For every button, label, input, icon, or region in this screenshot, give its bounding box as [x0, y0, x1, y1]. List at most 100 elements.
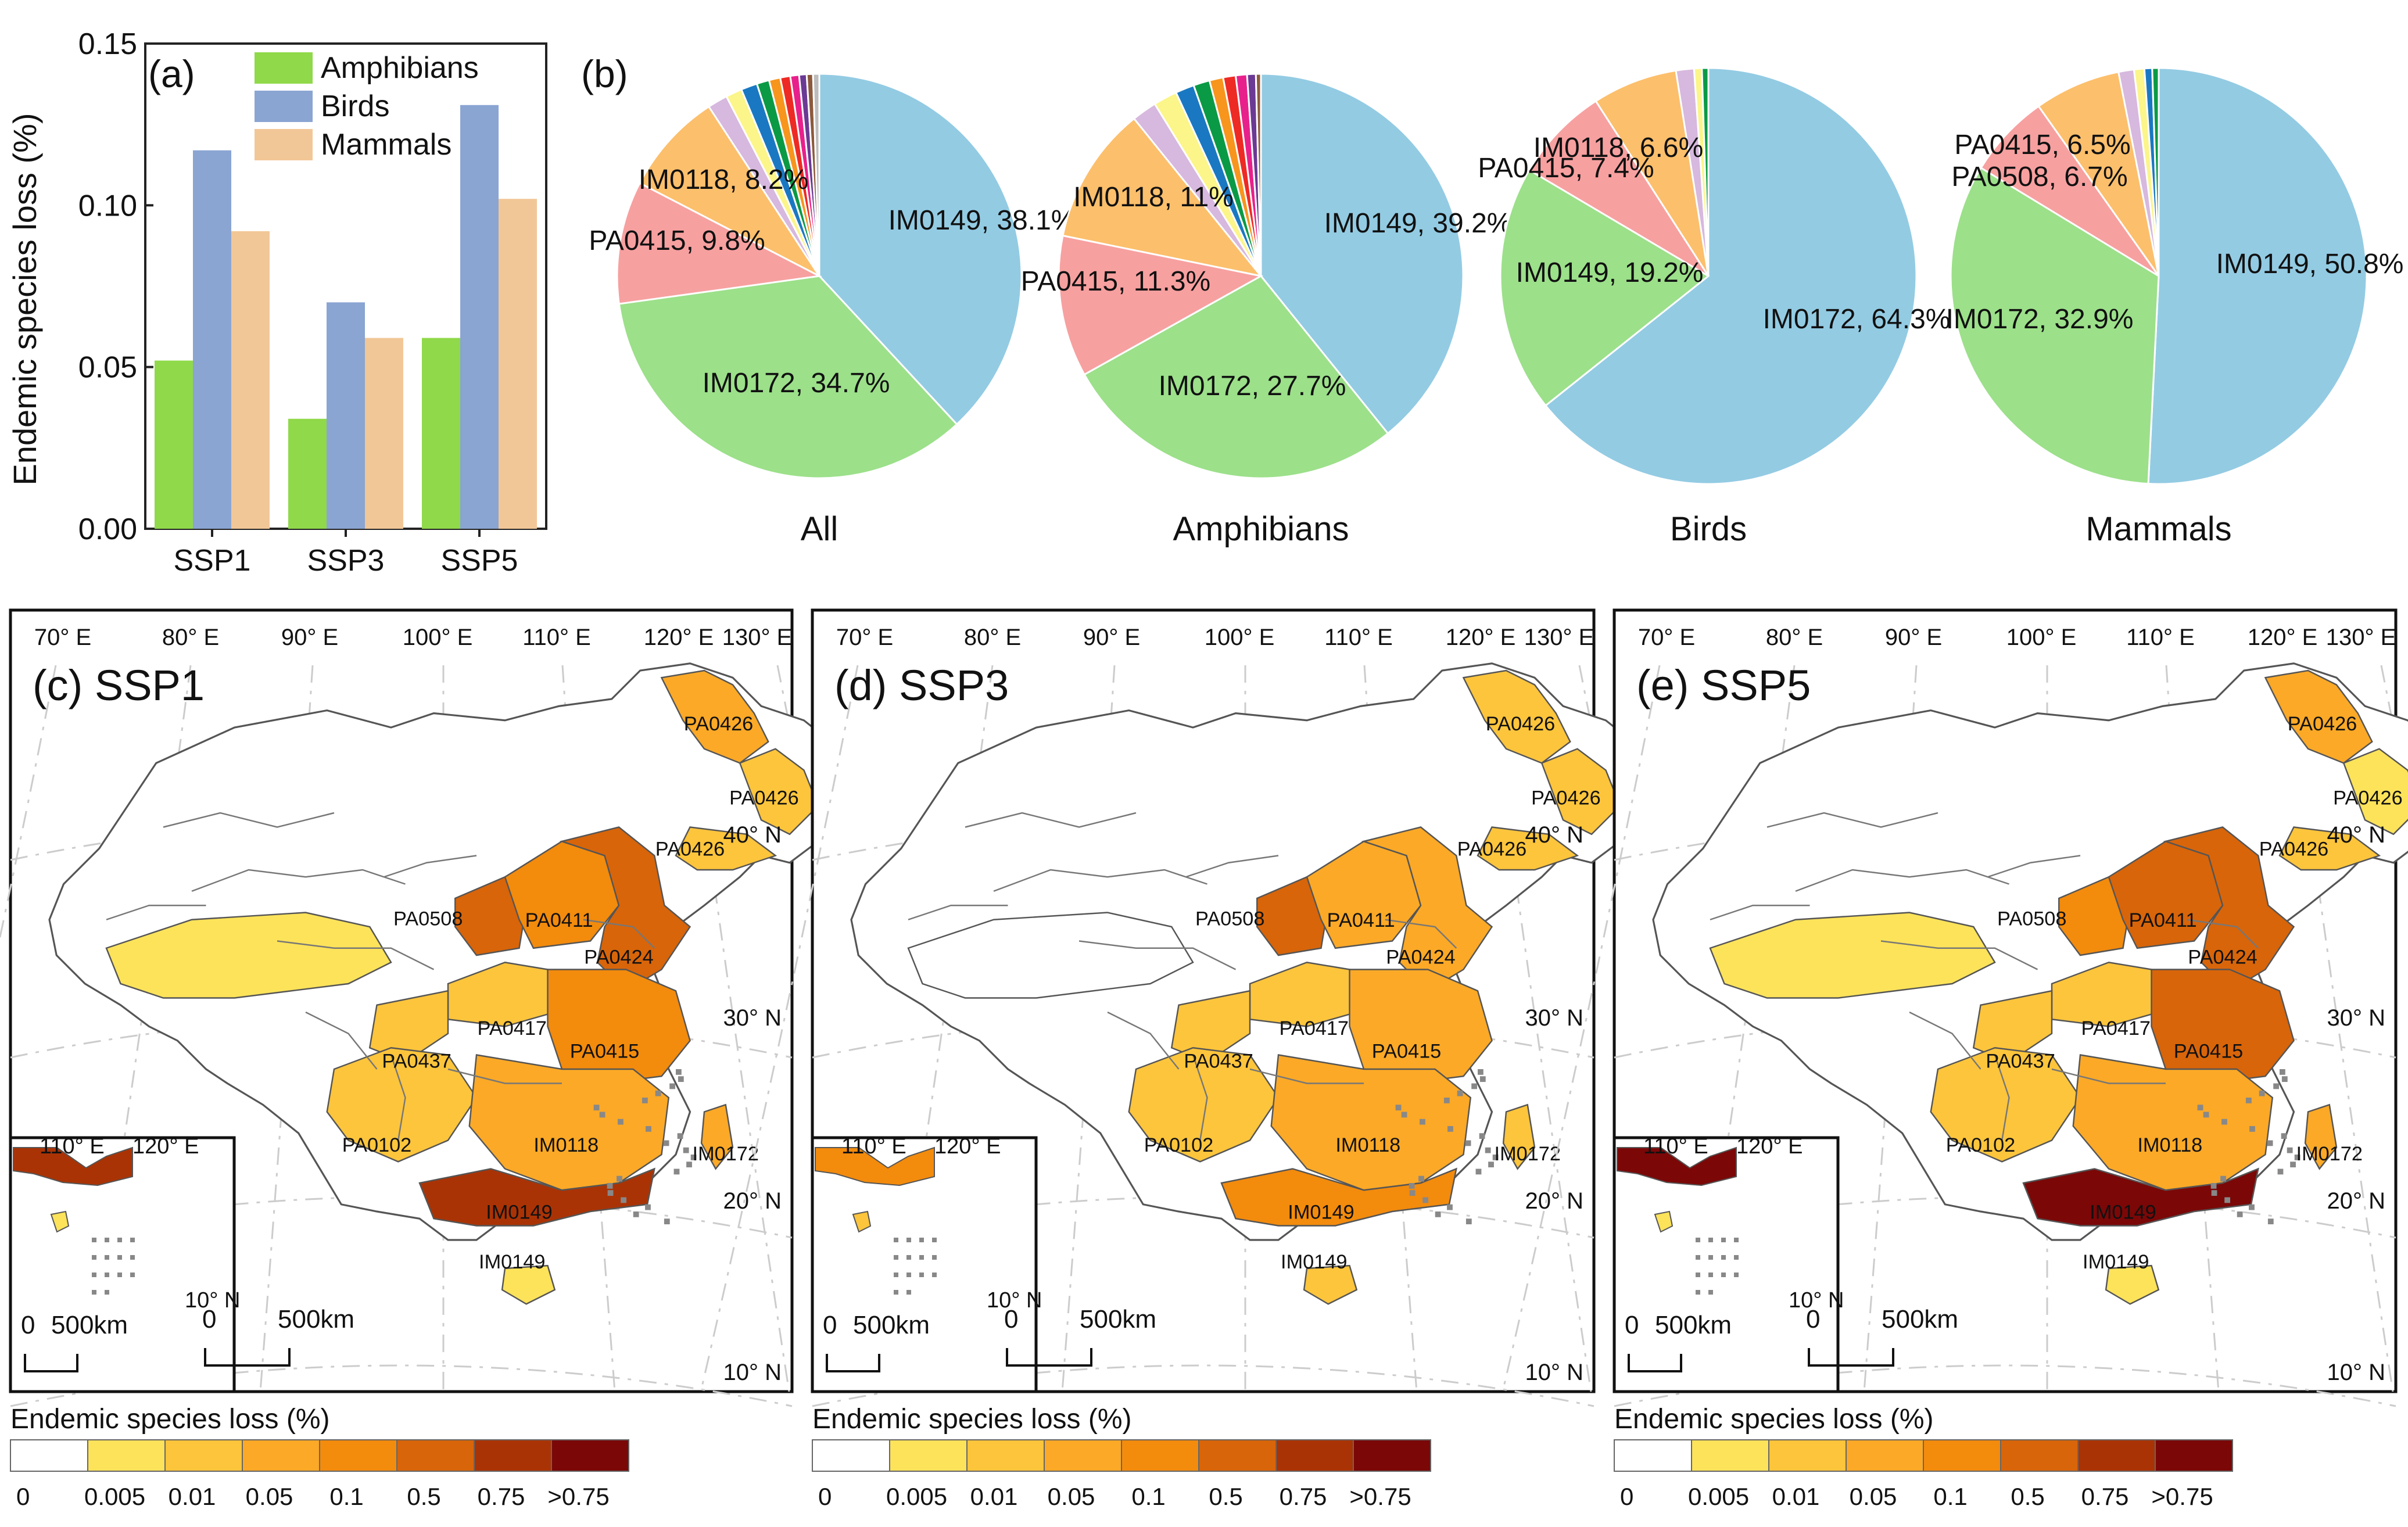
ecoregion-im0118	[2072, 1054, 2274, 1191]
island	[683, 1147, 689, 1153]
island	[2211, 1190, 2217, 1196]
island	[1479, 1133, 1485, 1139]
legend-swatch	[551, 1439, 629, 1472]
island	[2290, 1162, 2296, 1168]
legend-label: 0.75	[478, 1483, 525, 1510]
island	[593, 1105, 600, 1111]
map-legend: Endemic species loss (%) 0 0.005 0.01 0.05 0.…	[1614, 1404, 2233, 1510]
map-legend: Endemic species loss (%) 0 0.005 0.01 0.05 0.…	[812, 1404, 1431, 1510]
ecoregion-pa0102	[326, 1046, 478, 1163]
legend-label: 0.75	[2081, 1483, 2129, 1510]
region-label: PA0102	[1144, 1134, 1214, 1156]
basin-boundary	[384, 855, 477, 878]
pie-slice	[1528, 99, 1710, 277]
pie-slice	[812, 73, 820, 277]
pie-slice-label: IM0172, 64.3%	[1763, 304, 1951, 335]
y-tick-label: 0.10	[78, 189, 137, 223]
region-label: IM0149	[2083, 1251, 2149, 1273]
region-label: IM0172	[1495, 1143, 1561, 1165]
island	[2267, 1218, 2274, 1225]
pie-slice-label: IM0172, 32.9%	[1946, 304, 2134, 335]
scale-zero: 0	[1004, 1305, 1018, 1334]
lon-label: 110° E	[2126, 625, 2195, 650]
ecoregion-im0118	[1270, 1054, 1472, 1191]
region-label: IM0149	[1288, 1201, 1354, 1223]
legend-swatch	[474, 1439, 552, 1472]
bar-mammals-ssp5	[499, 199, 537, 529]
legend-swatch-amphibians	[255, 52, 313, 84]
basin-boundary	[305, 1011, 378, 1070]
y-tick-label: 0.15	[78, 27, 137, 61]
legend-swatch	[2000, 1439, 2079, 1472]
pie-slice-label: IM0149, 38.1%	[888, 205, 1076, 236]
inset-lon-label: 110° E	[841, 1134, 906, 1159]
pie-slice	[1544, 67, 1918, 485]
region-label: IM0172	[2296, 1143, 2363, 1165]
island	[2280, 1069, 2285, 1075]
legend-swatch	[87, 1439, 166, 1472]
island	[676, 1069, 682, 1075]
y-tick-label: 0.00	[78, 512, 137, 546]
basin-boundary	[908, 905, 1008, 920]
region-label: IM0118	[2137, 1134, 2202, 1156]
pie-slice-label: PA0508, 6.7%	[1951, 162, 2127, 192]
legend-label: 0.5	[407, 1483, 440, 1510]
ecoregion-pa0426a	[660, 669, 769, 764]
pie-slice	[1083, 275, 1389, 479]
scale-zero: 0	[1625, 1311, 1639, 1339]
map-panel-tag: (c) SSP1	[33, 661, 205, 709]
region-label: PA0426	[2288, 713, 2357, 735]
ecoregion-im0149b	[1303, 1264, 1358, 1305]
basin-boundary	[277, 940, 435, 970]
inset-lon-label: 120° E	[934, 1134, 1001, 1159]
lon-label: 80° E	[1766, 625, 1823, 650]
legend-swatch	[319, 1439, 397, 1472]
basin-boundary	[1078, 940, 1237, 970]
lat-label: 40° N	[2327, 822, 2386, 848]
island	[1475, 1168, 1482, 1175]
island	[2294, 1155, 2300, 1160]
region-label: PA0102	[1946, 1134, 2016, 1156]
island	[673, 1168, 680, 1175]
island	[599, 1112, 605, 1118]
basin-boundary	[106, 905, 206, 920]
ecoregion-tw	[700, 1103, 734, 1170]
pie-slice	[1950, 166, 2160, 485]
scale-bar	[1628, 1354, 1682, 1372]
region-label: PA0411	[1327, 909, 1395, 931]
pie-slice	[1255, 73, 1262, 277]
basin-boundary	[1185, 855, 1279, 878]
china-map: PA0426 PA0426 PA0426 PA0508 PA0411 PA0424 PA04…	[850, 662, 1650, 1305]
legend-title: Endemic species loss (%)	[812, 1404, 1132, 1435]
lon-label: 70° E	[1638, 625, 1695, 650]
island	[2224, 1197, 2230, 1203]
region-label: IM0149	[2090, 1201, 2156, 1223]
legend-swatch	[2077, 1439, 2156, 1472]
island	[1420, 1119, 1425, 1125]
lon-label: 90° E	[1083, 625, 1140, 650]
basin-boundary	[1795, 869, 2009, 892]
island	[2281, 1133, 2287, 1139]
lat-label: 10° N	[1525, 1360, 1584, 1385]
pie-slice-label: PA0415, 11.3%	[1021, 266, 1210, 297]
pie-title: Mammals	[2086, 510, 2231, 548]
region-label: IM0149	[479, 1251, 545, 1273]
ecoregion-nw	[1709, 912, 1996, 999]
pie-slice-label: IM0118, 6.6%	[1533, 132, 1704, 163]
basin-boundary	[1987, 855, 2081, 878]
region-label: PA0426	[1531, 787, 1601, 809]
island	[1435, 1211, 1441, 1217]
island	[2287, 1147, 2293, 1153]
scale-label: 500km	[1655, 1311, 1732, 1339]
legend-swatch-birds	[255, 91, 313, 122]
pie-slice	[1980, 105, 2160, 277]
region-label: IM0172	[693, 1143, 759, 1165]
legend-swatch	[1614, 1439, 1692, 1472]
china-map: PA0426 PA0426 PA0426 PA0508 PA0411 PA0424 PA04…	[48, 662, 848, 1305]
basin-boundary	[1107, 1011, 1180, 1070]
island	[686, 1162, 692, 1168]
inset-lat-label: 10° N	[1789, 1288, 1844, 1313]
ecoregion-pa0437	[368, 990, 449, 1063]
pie-slice	[1260, 73, 1464, 435]
